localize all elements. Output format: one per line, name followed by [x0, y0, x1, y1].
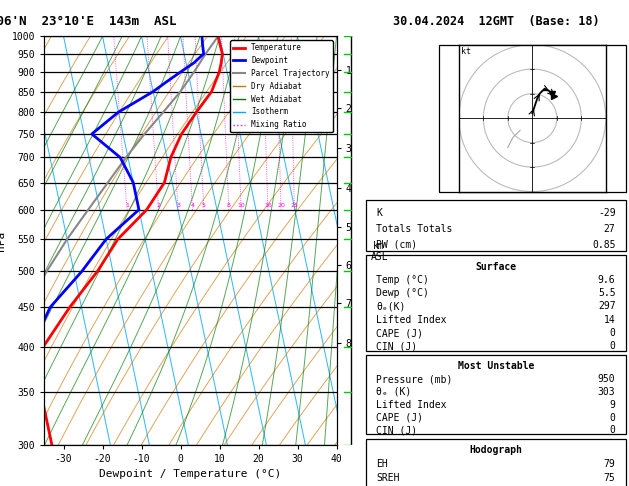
Text: 5.5: 5.5 [598, 288, 615, 298]
Text: CIN (J): CIN (J) [377, 342, 418, 351]
Text: 4: 4 [191, 203, 194, 208]
Text: SREH: SREH [377, 473, 400, 483]
Text: 14: 14 [604, 315, 615, 325]
Text: LCL: LCL [321, 46, 335, 55]
Bar [366, 200, 626, 251]
Text: 10: 10 [237, 203, 245, 208]
Text: 950: 950 [598, 374, 615, 384]
Text: -29: -29 [598, 208, 615, 218]
Text: 3: 3 [176, 203, 180, 208]
Text: 0: 0 [610, 328, 615, 338]
Text: 303: 303 [598, 387, 615, 397]
Text: EH: EH [377, 459, 388, 469]
Text: Lifted Index: Lifted Index [377, 400, 447, 410]
Text: K: K [377, 208, 382, 218]
Text: Temp (°C): Temp (°C) [377, 275, 430, 285]
Text: 27: 27 [604, 224, 615, 234]
Text: 8: 8 [227, 203, 231, 208]
Text: 9.6: 9.6 [598, 275, 615, 285]
Text: 16: 16 [264, 203, 272, 208]
Text: Hodograph: Hodograph [469, 446, 523, 455]
Text: 53°06'N  23°10'E  143m  ASL: 53°06'N 23°10'E 143m ASL [0, 15, 177, 28]
Legend: Temperature, Dewpoint, Parcel Trajectory, Dry Adiabat, Wet Adiabat, Isotherm, Mi: Temperature, Dewpoint, Parcel Trajectory… [230, 40, 333, 132]
Bar [366, 255, 626, 351]
Y-axis label: hPa: hPa [0, 230, 6, 251]
Text: 0: 0 [610, 342, 615, 351]
Text: CIN (J): CIN (J) [377, 426, 418, 435]
Bar [366, 355, 626, 434]
Text: 20: 20 [277, 203, 285, 208]
Text: 2: 2 [157, 203, 160, 208]
Text: θₑ(K): θₑ(K) [377, 301, 406, 312]
Text: θₑ (K): θₑ (K) [377, 387, 412, 397]
Text: 0: 0 [610, 413, 615, 423]
Text: Dewp (°C): Dewp (°C) [377, 288, 430, 298]
Text: Pressure (mb): Pressure (mb) [377, 374, 453, 384]
Bar [439, 45, 626, 191]
Text: 30.04.2024  12GMT  (Base: 18): 30.04.2024 12GMT (Base: 18) [392, 15, 599, 28]
Text: 297: 297 [598, 301, 615, 312]
Text: Lifted Index: Lifted Index [377, 315, 447, 325]
Text: 79: 79 [604, 459, 615, 469]
Text: 9: 9 [610, 400, 615, 410]
Text: CAPE (J): CAPE (J) [377, 413, 423, 423]
Text: kt: kt [461, 47, 471, 56]
Y-axis label: km
ASL: km ASL [370, 241, 388, 262]
Bar [366, 438, 626, 486]
Text: 75: 75 [604, 473, 615, 483]
Text: 0.85: 0.85 [592, 240, 615, 250]
Text: 1: 1 [125, 203, 129, 208]
X-axis label: Dewpoint / Temperature (°C): Dewpoint / Temperature (°C) [99, 469, 281, 479]
Text: 0: 0 [610, 426, 615, 435]
Text: Most Unstable: Most Unstable [458, 361, 534, 371]
Text: Surface: Surface [476, 261, 516, 272]
Text: 5: 5 [202, 203, 206, 208]
Text: PW (cm): PW (cm) [377, 240, 418, 250]
Text: CAPE (J): CAPE (J) [377, 328, 423, 338]
Text: 25: 25 [291, 203, 298, 208]
Text: Totals Totals: Totals Totals [377, 224, 453, 234]
